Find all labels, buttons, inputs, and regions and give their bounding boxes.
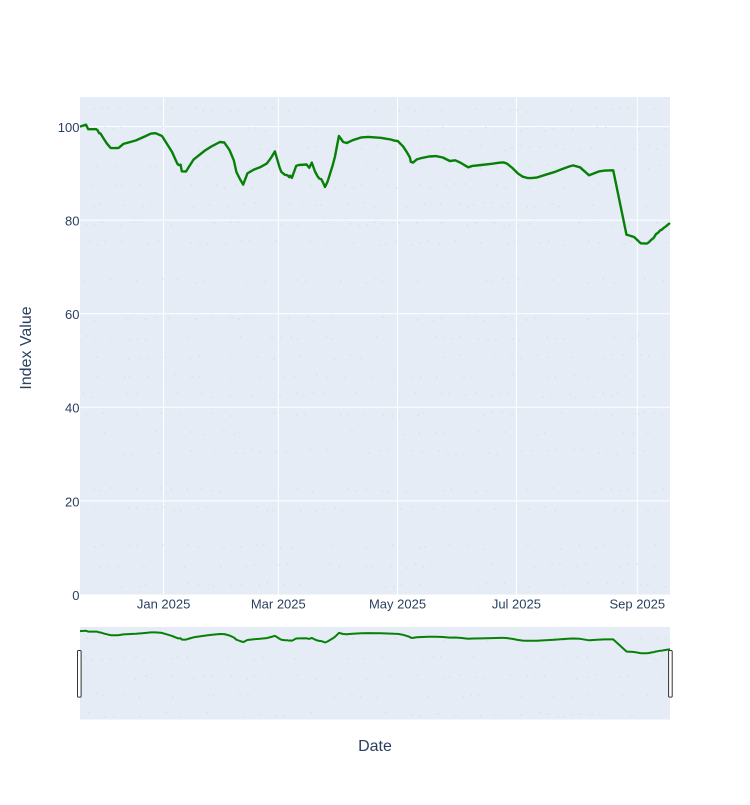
svg-text:Date: Date [358, 738, 392, 755]
svg-text:Index Value: Index Value [18, 306, 35, 389]
svg-text:0: 0 [72, 588, 79, 603]
svg-text:60: 60 [65, 307, 79, 322]
svg-text:Jan 2025: Jan 2025 [137, 597, 191, 612]
svg-text:20: 20 [65, 494, 79, 509]
svg-text:Mar 2025: Mar 2025 [251, 597, 306, 612]
svg-text:100: 100 [58, 120, 80, 135]
svg-text:Sep 2025: Sep 2025 [609, 597, 665, 612]
svg-text:May 2025: May 2025 [369, 597, 426, 612]
svg-text:40: 40 [65, 401, 79, 416]
svg-text:80: 80 [65, 214, 79, 229]
svg-text:Jul 2025: Jul 2025 [492, 597, 541, 612]
